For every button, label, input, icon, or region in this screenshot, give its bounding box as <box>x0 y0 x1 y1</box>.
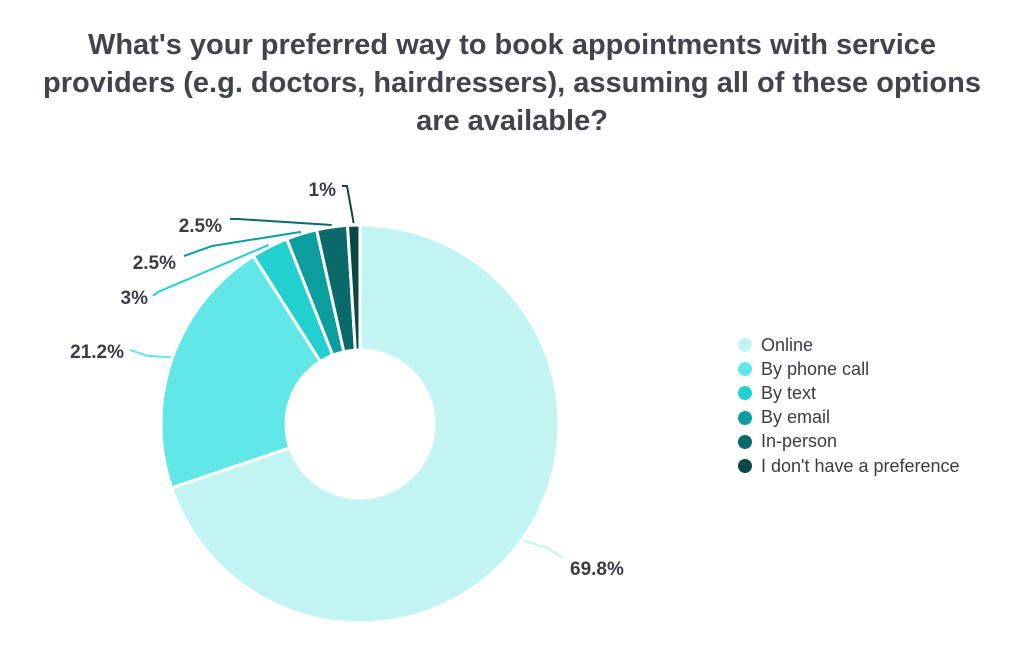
slice-i-don-t-have-a-preference <box>346 223 362 352</box>
data-label-by-phone-call: 21.2% <box>70 342 124 363</box>
legend-swatch <box>738 338 752 353</box>
data-label-i-don-t-have-a-preference: 1% <box>309 180 337 201</box>
leader-line-i-don-t-have-a-preference <box>342 185 355 224</box>
leader-line-in-person <box>230 218 332 227</box>
slice-by-phone-call <box>159 254 322 490</box>
legend-item-online: Online <box>738 333 960 357</box>
legend-swatch <box>738 459 752 474</box>
legend-label: In-person <box>761 431 838 452</box>
data-label-in-person: 2.5% <box>179 216 222 237</box>
legend-label: I don't have a preference <box>761 455 960 476</box>
leader-line-by-text <box>152 243 270 297</box>
legend-label: By text <box>761 382 817 403</box>
legend-swatch <box>738 434 752 449</box>
data-label-online: 69.8% <box>570 559 624 580</box>
legend-label: By phone call <box>761 358 870 379</box>
legend-label: By email <box>761 407 831 428</box>
leader-line-by-email <box>183 230 302 257</box>
legend-label: Online <box>761 334 814 355</box>
legend-item-i-don-t-have-a-preference: I don't have a preference <box>738 454 960 478</box>
leader-lines-group <box>129 185 563 559</box>
leader-line-by-phone-call <box>129 349 171 359</box>
slice-online <box>170 223 561 625</box>
slices-group <box>159 223 561 625</box>
legend-swatch <box>738 362 752 377</box>
legend-item-by-text: By text <box>738 381 960 405</box>
data-labels-group: 69.8% 21.2% 3% 2.5%2.5% 1% <box>70 180 624 580</box>
data-label-by-email: 2.5% <box>133 253 176 274</box>
data-label-by-text: 3% <box>121 288 149 309</box>
legend-item-in-person: In-person <box>738 430 960 454</box>
legend: Online By phone call By text By email In-per… <box>738 333 960 478</box>
legend-swatch <box>738 386 752 401</box>
legend-item-by-email: By email <box>738 406 960 430</box>
chart-title: What's your preferred way to book appoin… <box>43 29 981 137</box>
legend-swatch <box>738 410 752 425</box>
legend-item-by-phone-call: By phone call <box>738 357 960 381</box>
leader-line-online <box>523 540 563 559</box>
